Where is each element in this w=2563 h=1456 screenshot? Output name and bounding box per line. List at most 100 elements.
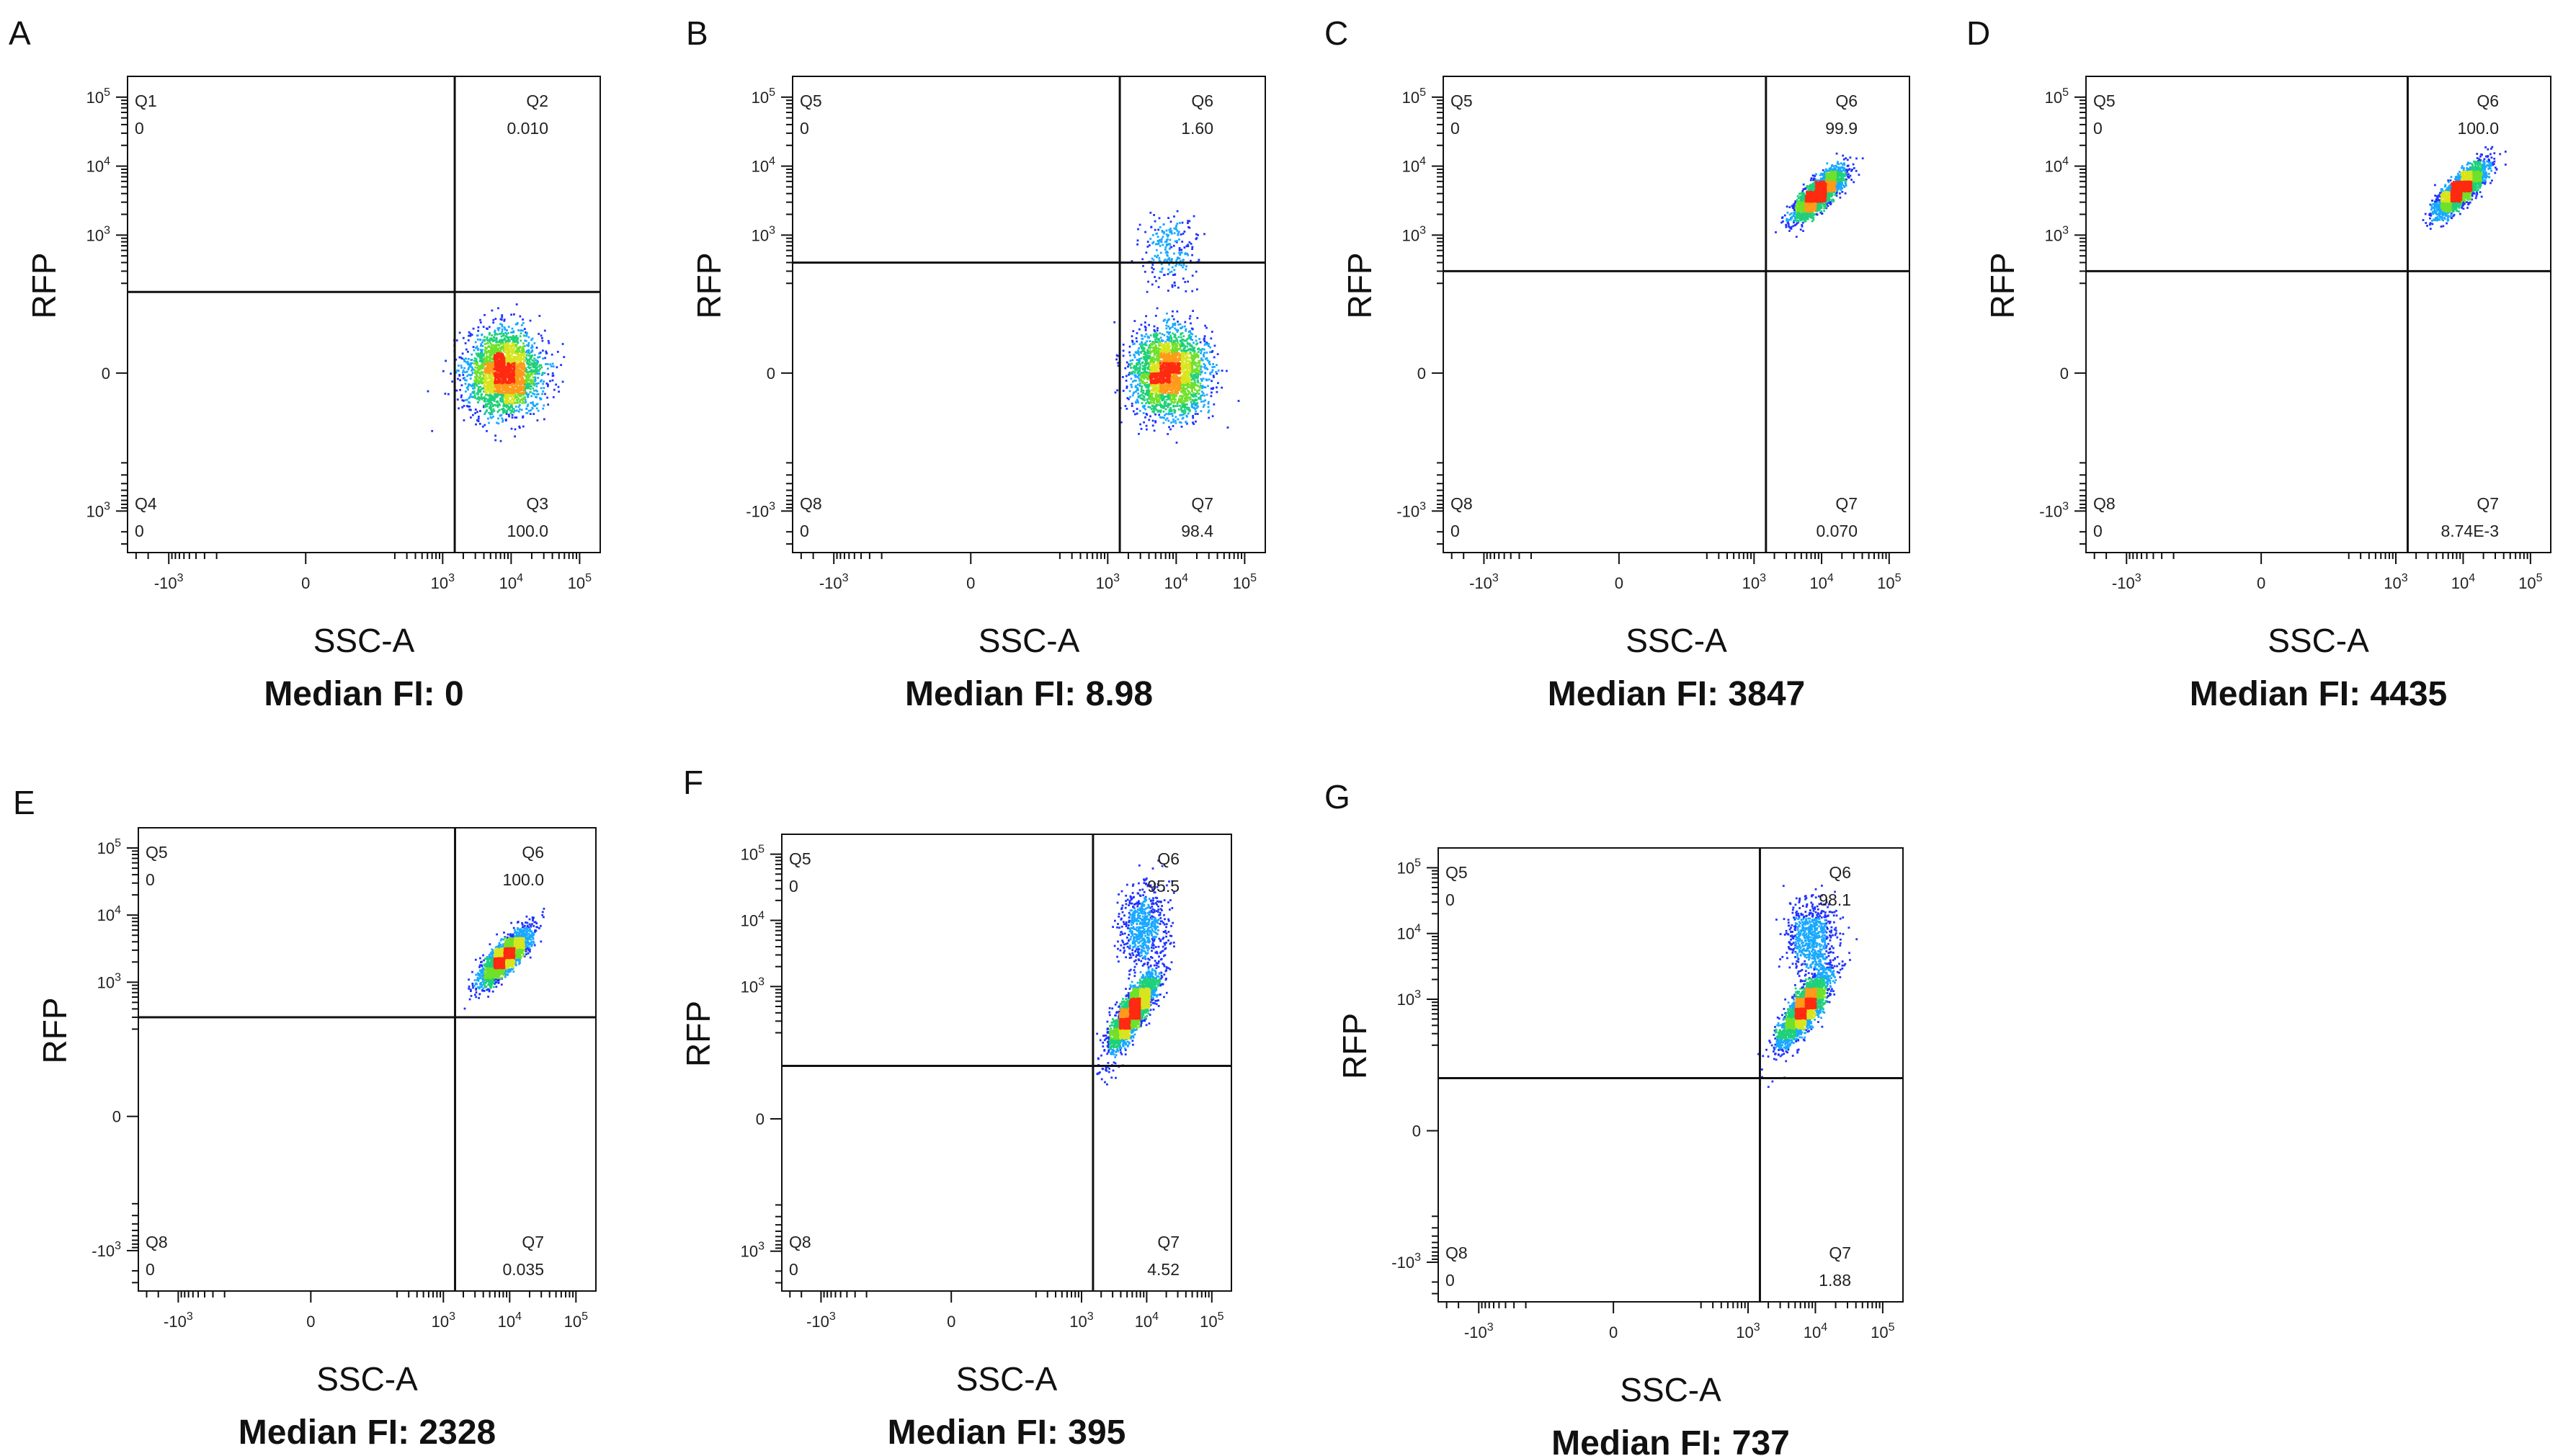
event-dot — [483, 383, 486, 385]
event-dot — [504, 392, 507, 395]
event-dot — [489, 385, 492, 388]
event-dot — [1187, 375, 1189, 378]
event-dot — [1180, 395, 1182, 397]
event-dot — [1141, 388, 1144, 391]
event-dot — [521, 358, 524, 360]
event-dot — [1185, 414, 1188, 417]
event-dot — [1135, 337, 1138, 339]
event-dot — [1211, 351, 1213, 353]
event-dot — [1172, 349, 1174, 352]
event-dot — [1160, 351, 1163, 354]
event-dot — [514, 428, 517, 431]
event-dot — [471, 367, 473, 370]
event-dot — [493, 352, 495, 355]
event-dot — [477, 391, 479, 394]
event-dot — [478, 380, 481, 383]
event-dot — [463, 419, 465, 421]
event-dot — [557, 385, 560, 388]
event-dot — [1130, 367, 1132, 369]
event-dot — [1155, 345, 1157, 348]
event-dot — [1148, 347, 1150, 349]
event-dot — [488, 344, 491, 347]
event-dot — [1163, 405, 1166, 408]
event-dot — [515, 339, 518, 341]
event-dot — [543, 372, 546, 375]
event-dot — [1138, 409, 1141, 412]
event-dot — [1166, 312, 1168, 315]
event-dot — [527, 350, 530, 352]
event-dot — [466, 405, 469, 408]
event-dot — [1189, 347, 1192, 350]
event-dot — [517, 386, 520, 389]
event-dot — [491, 350, 493, 353]
event-dot — [1185, 396, 1187, 398]
event-dot — [1168, 243, 1171, 245]
event-dot — [503, 337, 506, 339]
event-dot — [515, 336, 518, 339]
event-dot — [547, 373, 550, 375]
event-dot — [502, 333, 505, 335]
event-dot — [522, 393, 525, 396]
event-dot — [510, 313, 512, 316]
event-dot — [489, 397, 491, 399]
event-dot — [530, 401, 532, 404]
event-dot — [1195, 399, 1198, 401]
event-dot — [486, 386, 489, 389]
event-dot — [484, 347, 487, 349]
event-dot — [1195, 233, 1198, 236]
event-dot — [1131, 385, 1133, 388]
event-dot — [1197, 354, 1200, 357]
event-dot — [1117, 365, 1120, 367]
event-dot — [1159, 401, 1162, 403]
event-dot — [1162, 397, 1164, 400]
event-dot — [526, 411, 529, 414]
event-dot — [501, 380, 504, 383]
event-dot — [1204, 364, 1206, 367]
event-dot — [1169, 403, 1172, 406]
event-dot — [551, 375, 554, 378]
event-dot — [1172, 339, 1175, 342]
event-dot — [476, 374, 478, 377]
y-tick-label: 0 — [102, 365, 110, 383]
event-dot — [1208, 345, 1210, 347]
event-dot — [465, 361, 468, 364]
event-dot — [488, 356, 490, 358]
event-dot — [1134, 369, 1137, 372]
event-dot — [1185, 366, 1187, 369]
event-dot — [1185, 378, 1187, 380]
event-dot — [1138, 347, 1140, 349]
event-dot — [1191, 328, 1194, 331]
quadrant-name: Q1 — [135, 91, 157, 110]
event-dot — [458, 356, 461, 359]
event-dot — [512, 372, 514, 375]
event-dot — [468, 408, 471, 411]
event-dot — [499, 354, 502, 357]
event-dot — [1180, 390, 1182, 393]
event-dot — [547, 385, 549, 388]
event-dot — [1185, 360, 1187, 363]
event-dot — [512, 366, 514, 369]
event-dot — [496, 388, 499, 390]
event-dot — [470, 408, 472, 411]
event-dot — [1169, 238, 1172, 241]
event-dot — [498, 362, 500, 365]
event-dot — [1170, 421, 1172, 424]
event-dot — [1138, 353, 1140, 356]
event-dot — [484, 374, 487, 377]
event-dot — [464, 342, 467, 344]
event-dot — [1131, 405, 1133, 407]
event-dot — [540, 379, 543, 382]
event-dot — [519, 426, 521, 429]
event-dot — [1172, 418, 1174, 421]
event-dot — [1149, 390, 1151, 393]
event-dot — [1170, 232, 1173, 235]
event-dot — [1178, 344, 1181, 347]
event-dot — [491, 365, 494, 367]
quadrant-name: Q4 — [135, 494, 157, 513]
event-dot — [1203, 338, 1205, 341]
event-dot — [1128, 372, 1131, 374]
event-dot — [523, 352, 526, 355]
event-dot — [1133, 372, 1136, 374]
event-dot — [1186, 365, 1188, 368]
event-dot — [1215, 371, 1218, 373]
